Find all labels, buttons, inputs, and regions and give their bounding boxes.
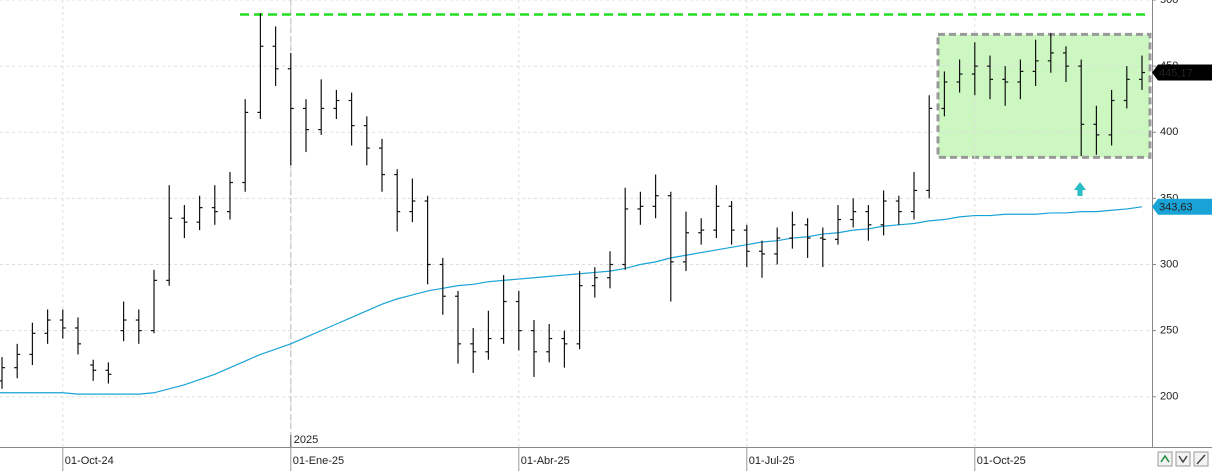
icon (1196, 454, 1206, 465)
y-tick-label: 300 (1160, 258, 1178, 270)
y-tick-label: 250 (1160, 325, 1178, 337)
x-tick-label: 01-Abr-25 (521, 455, 570, 467)
x-tick-label: 01-Oct-24 (65, 455, 114, 467)
x-tick-label: 01-Jul-25 (749, 455, 795, 467)
y-tick-label: 200 (1160, 391, 1178, 403)
range-box (936, 32, 1152, 159)
icon (1178, 455, 1188, 464)
plot-layer (0, 0, 1152, 447)
price-tag-label: 445,17 (1159, 67, 1193, 79)
down-button[interactable] (1175, 451, 1191, 467)
up-arrow (1074, 182, 1086, 196)
toolbar[interactable] (1157, 451, 1209, 467)
y-tick-label: 400 (1160, 126, 1178, 138)
moving-average (0, 206, 1143, 395)
price-tag (1152, 198, 1212, 215)
price-tag-label: 343,63 (1159, 202, 1193, 214)
price-tag (1152, 64, 1212, 81)
x-tick-label: 01-Oct-25 (977, 455, 1026, 467)
year-label: 2025 (294, 434, 318, 446)
x-tick-label: 01-Ene-25 (293, 455, 344, 467)
scroll-button[interactable] (1157, 451, 1173, 467)
icon (1160, 454, 1170, 463)
y-tick-label: 500 (1160, 0, 1178, 6)
